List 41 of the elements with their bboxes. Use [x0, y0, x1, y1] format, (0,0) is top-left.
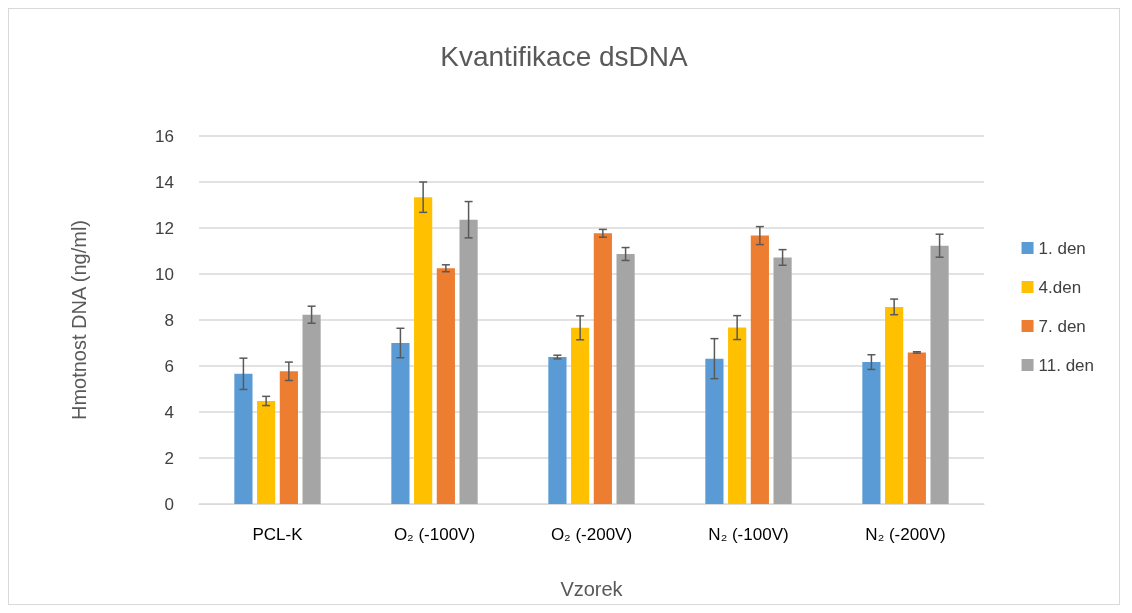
bar: [302, 314, 321, 504]
y-tick-label: 6: [164, 356, 174, 376]
bar: [279, 371, 298, 504]
x-tick-label: O₂ (-100V): [393, 525, 476, 544]
bar: [593, 233, 612, 504]
y-tick-label: 2: [164, 448, 174, 468]
y-tick-label: 0: [164, 494, 174, 514]
bar: [728, 327, 747, 504]
bar: [257, 400, 276, 504]
bar: [414, 197, 433, 504]
y-tick-label: 10: [155, 264, 174, 284]
x-axis-title: Vzorek: [560, 578, 624, 600]
bar: [616, 253, 635, 504]
bar: [705, 358, 724, 504]
bar: [930, 245, 949, 504]
x-tick-label: O₂ (-200V): [550, 525, 633, 544]
bar: [234, 373, 253, 504]
y-tick-label: 12: [155, 218, 174, 238]
bar: [571, 327, 590, 504]
bar: [548, 357, 567, 504]
legend-label: 11. den: [1038, 355, 1095, 375]
bar: [750, 235, 769, 504]
x-tick-label: PCL-K: [252, 525, 304, 544]
x-tick-label: N₂ (-100V): [708, 525, 789, 544]
bar: [391, 343, 410, 504]
legend-label: 1. den: [1038, 238, 1086, 258]
bar: [907, 352, 926, 504]
y-tick-label: 4: [164, 402, 174, 422]
bar: [885, 306, 904, 504]
y-axis-title: Hmotnost DNA (ng/ml): [68, 219, 90, 421]
y-tick-label: 16: [155, 126, 174, 146]
x-tick-label: N₂ (-200V): [865, 525, 946, 544]
y-tick-label: 14: [155, 172, 174, 192]
legend-label: 7. den: [1038, 316, 1086, 336]
chart-title: Kvantifikace dsDNA: [440, 40, 689, 72]
bar: [459, 219, 478, 504]
bar: [436, 268, 455, 504]
y-tick-label: 8: [164, 310, 174, 330]
bar: [773, 257, 792, 504]
bar: [862, 362, 881, 504]
legend-label: 4.den: [1038, 277, 1082, 297]
